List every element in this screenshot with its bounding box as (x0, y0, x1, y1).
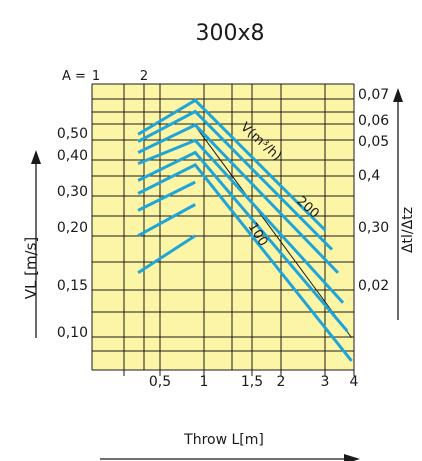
y-left-tick-label: 0,15 (57, 278, 88, 294)
x-tick-label: 0,5 (149, 374, 171, 390)
y-left-tick-label: 0,10 (57, 325, 88, 341)
series-line-7 (137, 180, 196, 212)
y-right-tick-label: 0,05 (358, 134, 389, 150)
y-left-axis-label: VL [m/s] (22, 237, 40, 300)
chart-title: 300x8 (195, 21, 264, 46)
y-right-tick-label: 0,06 (358, 113, 389, 129)
x-axis-label: Throw L[m] (183, 432, 264, 448)
x-tick-label: 2 (277, 374, 286, 390)
y-left-tick-label: 0,50 (57, 126, 88, 142)
x-tick-label: 1 (200, 374, 209, 390)
y-left-tick-label: 0,20 (57, 220, 88, 236)
reference-line (194, 125, 353, 339)
series-line-6 (137, 163, 353, 362)
y-right-tick-label: 0,30 (358, 220, 389, 236)
y-right-axis-label: Δtl/Δtz (400, 207, 416, 253)
x-arrow-head (344, 454, 360, 461)
series-line-2 (137, 109, 334, 251)
x-tick-label: 4 (350, 374, 359, 390)
series-line-4 (137, 138, 345, 304)
y-left-tick-label: 0,40 (57, 148, 88, 164)
y-right-tick-label: 0,07 (358, 87, 389, 103)
x-tick-label: 3 (321, 374, 330, 390)
series-line-3 (137, 123, 340, 274)
a-value-2: 2 (140, 69, 148, 84)
x-tick-label: 1,5 (241, 374, 263, 390)
series-line-5 (137, 150, 349, 332)
y-right-arrow-head (393, 88, 403, 102)
series-line-8 (137, 203, 196, 238)
y-left-tick-label: 0,30 (57, 184, 88, 200)
y-right-tick-label: 0,4 (358, 168, 380, 184)
y-right-tick-label: 0,02 (358, 278, 389, 294)
a-value-1: 1 (92, 69, 100, 84)
series-line-9 (137, 234, 197, 275)
series-line-1 (137, 98, 327, 232)
y-left-arrow-head (31, 150, 41, 164)
series-layer (137, 98, 353, 362)
a-label: A = (62, 69, 86, 84)
